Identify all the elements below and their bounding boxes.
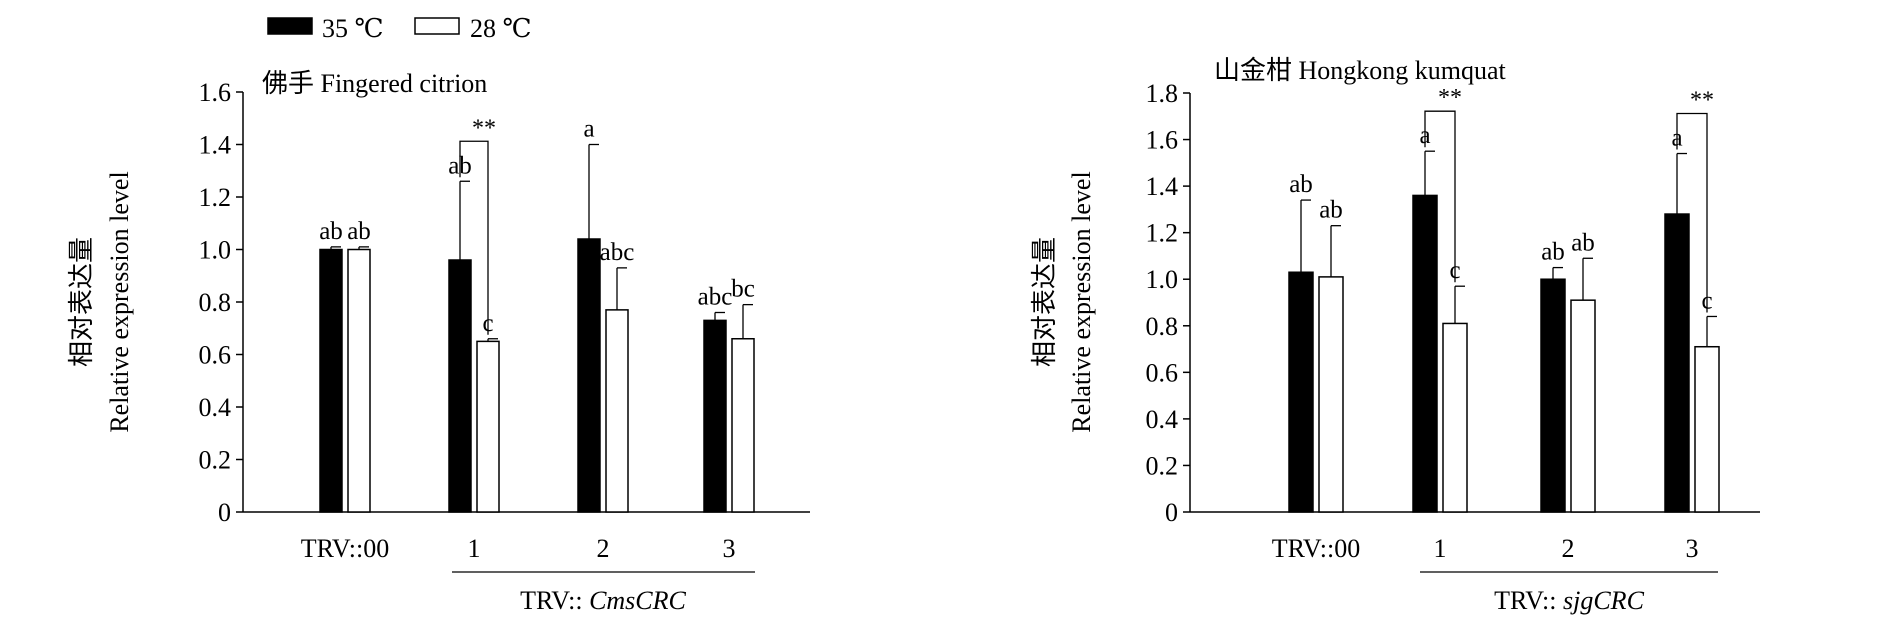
y-tick-label: 0.4	[1146, 405, 1179, 434]
x-tick-label: 2	[1562, 534, 1575, 563]
y-tick-label: 1.2	[199, 183, 232, 212]
y-tick-label: 1.2	[1146, 219, 1179, 248]
y-tick-label: 0	[1165, 498, 1178, 527]
significance-stars: **	[1690, 88, 1714, 114]
bar-35c	[1288, 271, 1314, 513]
y-axis-label: Relative expression level	[105, 171, 134, 432]
chart-fingered-citrion: 佛手 Fingered citrion 相对表达量 Relative express…	[67, 69, 810, 615]
bar-28c	[1570, 299, 1596, 513]
group-label-gene: CmsCRC	[589, 586, 686, 615]
y-tick-label: 0	[218, 498, 231, 527]
y-axis-label-cn: 相对表达量	[67, 237, 96, 367]
legend-label-28c: 28 ℃	[470, 14, 532, 43]
x-tick-label: TRV::00	[301, 534, 389, 563]
y-tick-label: 0.2	[199, 446, 232, 475]
significance-bracket	[1424, 110, 1456, 283]
significance-stars: **	[472, 115, 496, 141]
legend-swatch-28c	[414, 17, 460, 35]
group-label-prefix: TRV::	[520, 586, 589, 615]
legend-label-35c: 35 ℃	[322, 14, 384, 43]
bar-35c	[577, 238, 601, 513]
x-tick-label: TRV::00	[1272, 534, 1360, 563]
y-tick-label: 0.2	[1146, 451, 1179, 480]
significance-letter: ab	[347, 218, 371, 245]
y-tick-label: 1.4	[199, 131, 232, 160]
group-label: TRV:: CmsCRC	[520, 586, 686, 615]
bar-28c	[347, 248, 371, 513]
bar-35c	[1664, 213, 1690, 513]
chart-hongkong-kumquat: 山金柑 Hongkong kumquat 相对表达量 Relative expres…	[1030, 56, 1760, 615]
y-axis-label: Relative expression level	[1067, 171, 1096, 432]
significance-bracket	[1676, 112, 1708, 313]
group-label-prefix: TRV::	[1494, 586, 1563, 615]
bar-28c	[1694, 345, 1720, 513]
y-tick-label: 1.6	[1146, 126, 1179, 155]
bar-35c	[448, 259, 472, 513]
significance-letter: ab	[319, 218, 343, 245]
y-tick-label: 1.0	[199, 236, 232, 265]
group-label: TRV:: sjgCRC	[1494, 586, 1645, 615]
bar-28c	[731, 338, 755, 513]
bar-35c	[703, 319, 727, 513]
y-tick-label: 1.6	[199, 78, 232, 107]
chart-title: 佛手 Fingered citrion	[262, 69, 487, 98]
group-label-gene: sjgCRC	[1563, 586, 1645, 615]
significance-letter: ab	[1571, 229, 1595, 256]
y-tick-label: 0.4	[199, 393, 232, 422]
significance-letter: ab	[1289, 171, 1313, 198]
chart-title: 山金柑 Hongkong kumquat	[1214, 56, 1507, 85]
y-tick-label: 0.6	[199, 341, 232, 370]
x-tick-label: 1	[1434, 534, 1447, 563]
bar-28c	[1318, 276, 1344, 513]
bar-28c	[605, 309, 629, 513]
bar-35c	[1412, 194, 1438, 513]
y-tick-label: 0.8	[199, 288, 232, 317]
significance-letter: abc	[600, 239, 635, 266]
legend-swatch-35c	[267, 17, 313, 35]
y-axis-label-cn: 相对表达量	[1030, 237, 1059, 367]
y-tick-label: 1.8	[1146, 79, 1179, 108]
legend: 35 ℃ 28 ℃	[267, 14, 532, 43]
significance-bracket	[459, 140, 489, 335]
y-tick-label: 0.8	[1146, 312, 1179, 341]
bar-35c	[1540, 278, 1566, 513]
significance-letter: ab	[1541, 239, 1565, 266]
bar-28c	[476, 340, 500, 513]
y-tick-label: 1.0	[1146, 265, 1179, 294]
bar-28c	[1442, 322, 1468, 513]
significance-letter: ab	[1319, 197, 1343, 224]
y-tick-label: 0.6	[1146, 358, 1179, 387]
x-tick-label: 2	[597, 534, 610, 563]
x-tick-label: 1	[468, 534, 481, 563]
significance-letter: abc	[698, 284, 733, 311]
bar-35c	[319, 248, 343, 513]
significance-letter: a	[583, 116, 594, 143]
y-tick-label: 1.4	[1146, 172, 1179, 201]
x-tick-label: 3	[1686, 534, 1699, 563]
significance-stars: **	[1438, 85, 1462, 111]
significance-letter: bc	[731, 276, 755, 303]
x-tick-label: 3	[723, 534, 736, 563]
